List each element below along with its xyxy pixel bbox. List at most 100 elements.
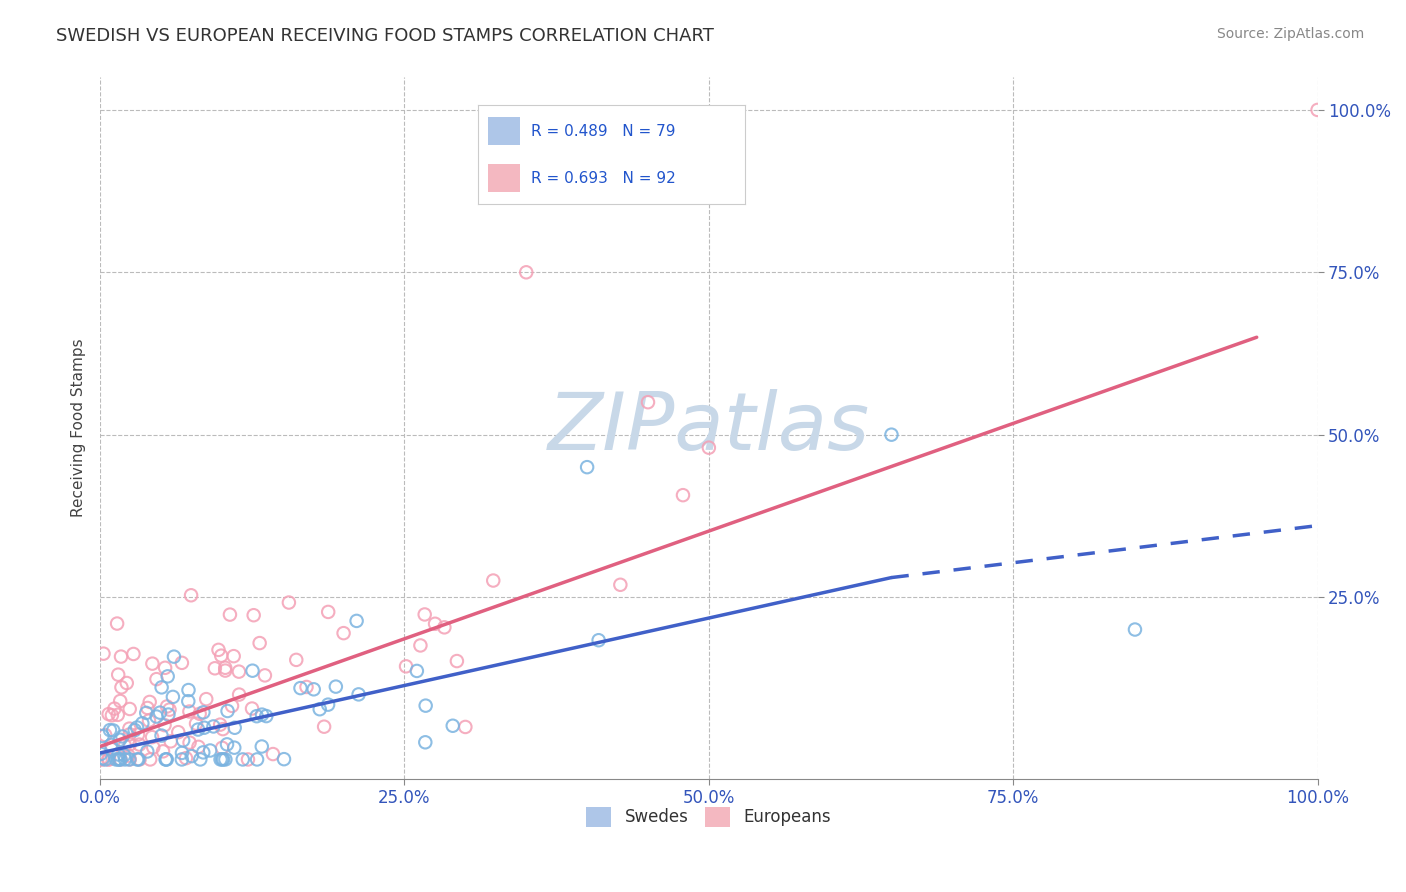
Point: [149, 706, 172, 720]
Point: [103, 701, 125, 715]
Point: [94, 752, 117, 766]
Point: [236, 752, 259, 766]
Point: [150, 729, 173, 743]
Point: [285, 653, 308, 667]
Point: [110, 649, 132, 664]
Point: [177, 694, 200, 708]
Point: [672, 488, 695, 502]
Point: [188, 752, 211, 766]
Point: [254, 709, 277, 723]
Point: [139, 752, 162, 766]
Point: [91, 752, 114, 766]
Point: [101, 742, 124, 756]
Point: [211, 752, 233, 766]
Point: [193, 706, 215, 720]
Point: [576, 460, 599, 475]
Point: [273, 752, 295, 766]
Point: [91, 751, 114, 765]
Point: [308, 702, 330, 716]
Point: [118, 727, 141, 741]
Point: [138, 695, 160, 709]
Point: [156, 752, 179, 766]
Point: [91, 729, 114, 743]
Point: [211, 740, 233, 755]
Point: [107, 747, 129, 762]
Point: [110, 681, 132, 695]
Point: [155, 752, 177, 766]
Point: [170, 752, 193, 766]
Point: [131, 716, 153, 731]
Point: [118, 752, 141, 766]
Point: [232, 752, 254, 766]
Point: [446, 654, 468, 668]
Point: [107, 707, 129, 722]
Point: [107, 667, 129, 681]
Point: [145, 672, 167, 686]
Point: [880, 427, 903, 442]
Point: [94, 728, 117, 742]
Point: [482, 574, 505, 588]
Point: [433, 620, 456, 634]
Point: [153, 718, 176, 732]
Point: [167, 725, 190, 739]
Point: [118, 722, 141, 736]
Point: [111, 730, 134, 744]
Point: [157, 707, 180, 722]
Y-axis label: Receiving Food Stamps: Receiving Food Stamps: [72, 339, 86, 517]
Point: [1306, 103, 1329, 117]
Point: [159, 703, 181, 717]
Point: [110, 752, 132, 766]
Point: [184, 716, 207, 731]
Point: [413, 607, 436, 622]
Point: [145, 709, 167, 723]
Point: [316, 698, 339, 712]
Point: [156, 669, 179, 683]
Point: [112, 748, 135, 763]
Point: [637, 395, 659, 409]
Text: SWEDISH VS EUROPEAN RECEIVING FOOD STAMPS CORRELATION CHART: SWEDISH VS EUROPEAN RECEIVING FOOD STAMP…: [56, 27, 714, 45]
Point: [262, 747, 284, 761]
Point: [415, 698, 437, 713]
Point: [97, 752, 120, 766]
Point: [193, 745, 215, 759]
Text: ZIPatlas: ZIPatlas: [548, 389, 870, 467]
Point: [515, 265, 537, 279]
Point: [100, 738, 122, 752]
Point: [142, 740, 165, 755]
Point: [128, 752, 150, 766]
Point: [209, 752, 232, 766]
Point: [207, 643, 229, 657]
Point: [170, 656, 193, 670]
Point: [117, 748, 139, 763]
Point: [314, 720, 336, 734]
Point: [347, 687, 370, 701]
Point: [93, 647, 115, 661]
Point: [204, 661, 226, 675]
Point: [195, 692, 218, 706]
Point: [250, 707, 273, 722]
Point: [405, 664, 427, 678]
Point: [290, 681, 312, 695]
Point: [222, 649, 245, 664]
Point: [153, 661, 176, 675]
Point: [103, 723, 125, 738]
Point: [108, 732, 131, 747]
Point: [395, 659, 418, 673]
Point: [174, 751, 197, 765]
Point: [212, 722, 235, 736]
Point: [250, 739, 273, 754]
Point: [135, 706, 157, 720]
Point: [162, 690, 184, 704]
Point: [209, 648, 232, 663]
Point: [150, 681, 173, 695]
Point: [118, 737, 141, 751]
Point: [193, 721, 215, 735]
Point: [128, 738, 150, 752]
Point: [224, 721, 246, 735]
Point: [122, 647, 145, 661]
Point: [180, 749, 202, 764]
Point: [118, 752, 141, 766]
Point: [409, 639, 432, 653]
Point: [214, 661, 236, 675]
Point: [454, 720, 477, 734]
